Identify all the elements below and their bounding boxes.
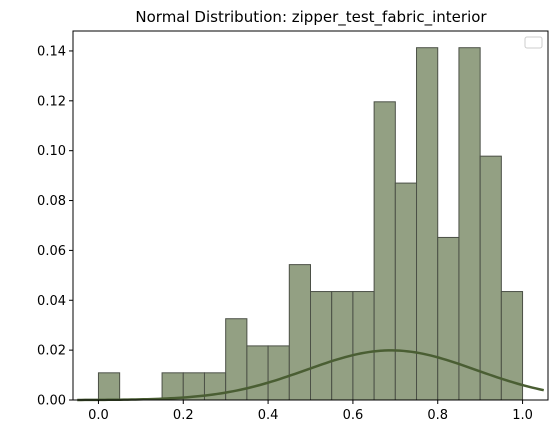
x-tick-label: 0.6 (343, 408, 364, 423)
plot-frame (72, 30, 549, 401)
histogram-bar (97, 372, 121, 401)
x-axis-ticks: 0.0 0.2 0.4 0.6 0.8 1.0 (88, 400, 533, 423)
histogram-bar (331, 291, 354, 401)
histogram-bar (352, 291, 375, 401)
histogram-bar (394, 182, 418, 401)
histogram-bar (479, 155, 502, 401)
histogram-bar (416, 47, 439, 401)
y-tick-label: 0.12 (37, 94, 66, 109)
y-axis-ticks: 0.00 0.02 0.04 0.06 0.08 0.10 0.12 0.14 (37, 44, 73, 409)
histogram-bar (310, 291, 333, 401)
histogram-bar (288, 264, 312, 401)
histogram-bar (373, 101, 396, 401)
y-tick-label: 0.00 (37, 394, 66, 409)
y-tick-label: 0.02 (37, 344, 66, 359)
x-tick-label: 0.0 (88, 408, 109, 423)
histogram-bar (458, 47, 481, 401)
legend-box (524, 36, 543, 49)
histogram-bar (437, 236, 460, 401)
y-tick-label: 0.08 (37, 194, 66, 209)
y-tick-label: 0.04 (37, 294, 66, 309)
histogram-bar (246, 345, 269, 401)
y-tick-label: 0.10 (37, 144, 66, 159)
y-tick-label: 0.14 (37, 44, 66, 59)
x-tick-label: 0.8 (427, 408, 448, 423)
x-tick-label: 0.2 (173, 408, 194, 423)
chart-title: Normal Distribution: zipper_test_fabric_… (135, 8, 487, 27)
histogram-bars (97, 47, 524, 401)
y-tick-label: 0.06 (37, 244, 66, 259)
histogram-bar (161, 372, 184, 401)
normal-curve (77, 349, 545, 402)
histogram-bar (267, 345, 290, 401)
x-tick-label: 1.0 (512, 408, 533, 423)
x-tick-label: 0.4 (258, 408, 279, 423)
